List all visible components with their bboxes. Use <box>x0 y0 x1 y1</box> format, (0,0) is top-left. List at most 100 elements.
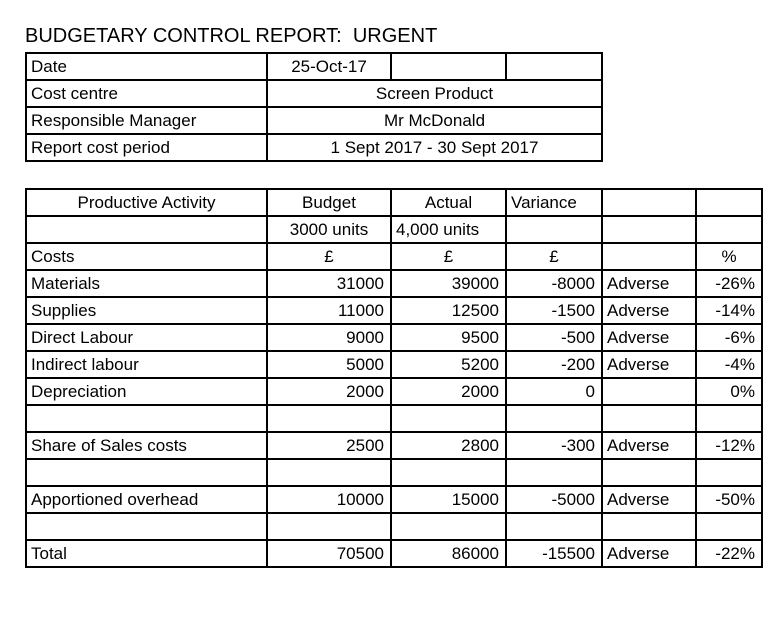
table-row-share-of-sales: Share of Sales costs 2500 2800 -300 Adve… <box>25 431 763 460</box>
period-label: Report cost period <box>25 133 268 162</box>
cell-percent: -4% <box>695 350 763 379</box>
info-row-cost-centre: Cost centre Screen Product <box>25 79 603 108</box>
cell-label: Materials <box>25 269 268 298</box>
empty-cell <box>505 215 603 244</box>
date-value: 25-Oct-17 <box>266 52 392 81</box>
date-label: Date <box>25 52 268 81</box>
cell-label: Direct Labour <box>25 323 268 352</box>
cell-status: Adverse <box>601 323 697 352</box>
col-header-variance: Variance <box>505 188 603 217</box>
cell-actual: 15000 <box>390 485 507 514</box>
cell-budget: 9000 <box>266 323 392 352</box>
table-row-total: Total 70500 86000 -15500 Adverse -22% <box>25 539 763 568</box>
cell-label: Indirect labour <box>25 350 268 379</box>
cell-actual <box>390 458 507 487</box>
cell-variance <box>505 404 603 433</box>
empty-cell <box>505 52 603 81</box>
cell-actual <box>390 512 507 541</box>
cell-label <box>25 512 268 541</box>
units-row: 3000 units 4,000 units <box>25 215 763 244</box>
cell-actual: 39000 <box>390 269 507 298</box>
header-row: Productive Activity Budget Actual Varian… <box>25 188 763 217</box>
cell-budget: 5000 <box>266 350 392 379</box>
budget-report-table: Productive Activity Budget Actual Varian… <box>25 188 763 568</box>
cell-percent: -26% <box>695 269 763 298</box>
col-header-actual: Actual <box>390 188 507 217</box>
spacer-row <box>25 512 763 541</box>
info-row-date: Date 25-Oct-17 <box>25 52 603 81</box>
cell-actual <box>390 404 507 433</box>
actual-currency: £ <box>390 242 507 271</box>
info-row-manager: Responsible Manager Mr McDonald <box>25 106 603 135</box>
cell-status <box>601 404 697 433</box>
cell-actual: 5200 <box>390 350 507 379</box>
cell-variance: 0 <box>505 377 603 406</box>
cell-variance: -5000 <box>505 485 603 514</box>
table-row-direct-labour: Direct Labour 9000 9500 -500 Adverse -6% <box>25 323 763 352</box>
cell-status <box>601 512 697 541</box>
manager-value: Mr McDonald <box>266 106 603 135</box>
cell-actual: 12500 <box>390 296 507 325</box>
cell-percent <box>695 404 763 433</box>
cell-percent <box>695 458 763 487</box>
cell-variance: -15500 <box>505 539 603 568</box>
cell-actual: 2000 <box>390 377 507 406</box>
cell-status <box>601 377 697 406</box>
cell-variance: -8000 <box>505 269 603 298</box>
cell-label: Supplies <box>25 296 268 325</box>
cell-percent: -50% <box>695 485 763 514</box>
cell-status: Adverse <box>601 485 697 514</box>
cell-status: Adverse <box>601 539 697 568</box>
cell-actual: 86000 <box>390 539 507 568</box>
cell-status: Adverse <box>601 350 697 379</box>
actual-units: 4,000 units <box>390 215 507 244</box>
empty-cell <box>695 215 763 244</box>
period-value: 1 Sept 2017 - 30 Sept 2017 <box>266 133 603 162</box>
table-row-depreciation: Depreciation 2000 2000 0 0% <box>25 377 763 406</box>
cell-budget <box>266 458 392 487</box>
cell-label: Share of Sales costs <box>25 431 268 460</box>
cell-variance <box>505 458 603 487</box>
cell-variance: -1500 <box>505 296 603 325</box>
cell-percent <box>695 512 763 541</box>
variance-currency: £ <box>505 242 603 271</box>
costs-label: Costs <box>25 242 268 271</box>
cell-status: Adverse <box>601 296 697 325</box>
cell-label <box>25 404 268 433</box>
col-header-budget: Budget <box>266 188 392 217</box>
cell-budget: 70500 <box>266 539 392 568</box>
cost-centre-label: Cost centre <box>25 79 268 108</box>
cell-percent: -6% <box>695 323 763 352</box>
table-row-materials: Materials 31000 39000 -8000 Adverse -26% <box>25 269 763 298</box>
cell-label: Total <box>25 539 268 568</box>
cell-variance <box>505 512 603 541</box>
cell-label <box>25 458 268 487</box>
spacer-row <box>25 458 763 487</box>
table-row-supplies: Supplies 11000 12500 -1500 Adverse -14% <box>25 296 763 325</box>
cell-percent: 0% <box>695 377 763 406</box>
cell-label: Depreciation <box>25 377 268 406</box>
table-row-apportioned-overhead: Apportioned overhead 10000 15000 -5000 A… <box>25 485 763 514</box>
cell-label: Apportioned overhead <box>25 485 268 514</box>
cell-budget: 10000 <box>266 485 392 514</box>
col-header-activity: Productive Activity <box>25 188 268 217</box>
page-title: BUDGETARY CONTROL REPORT: URGENT <box>25 25 438 47</box>
cell-actual: 9500 <box>390 323 507 352</box>
cell-budget: 2000 <box>266 377 392 406</box>
spacer-row <box>25 404 763 433</box>
empty-cell <box>25 215 268 244</box>
cell-budget: 31000 <box>266 269 392 298</box>
budget-units: 3000 units <box>266 215 392 244</box>
cell-percent: -14% <box>695 296 763 325</box>
cell-percent: -22% <box>695 539 763 568</box>
cell-percent: -12% <box>695 431 763 460</box>
cell-status: Adverse <box>601 431 697 460</box>
cell-status <box>601 458 697 487</box>
cell-actual: 2800 <box>390 431 507 460</box>
report-info-table: Date 25-Oct-17 Cost centre Screen Produc… <box>25 52 603 162</box>
cell-status: Adverse <box>601 269 697 298</box>
cell-budget: 11000 <box>266 296 392 325</box>
cell-budget: 2500 <box>266 431 392 460</box>
info-row-period: Report cost period 1 Sept 2017 - 30 Sept… <box>25 133 603 162</box>
